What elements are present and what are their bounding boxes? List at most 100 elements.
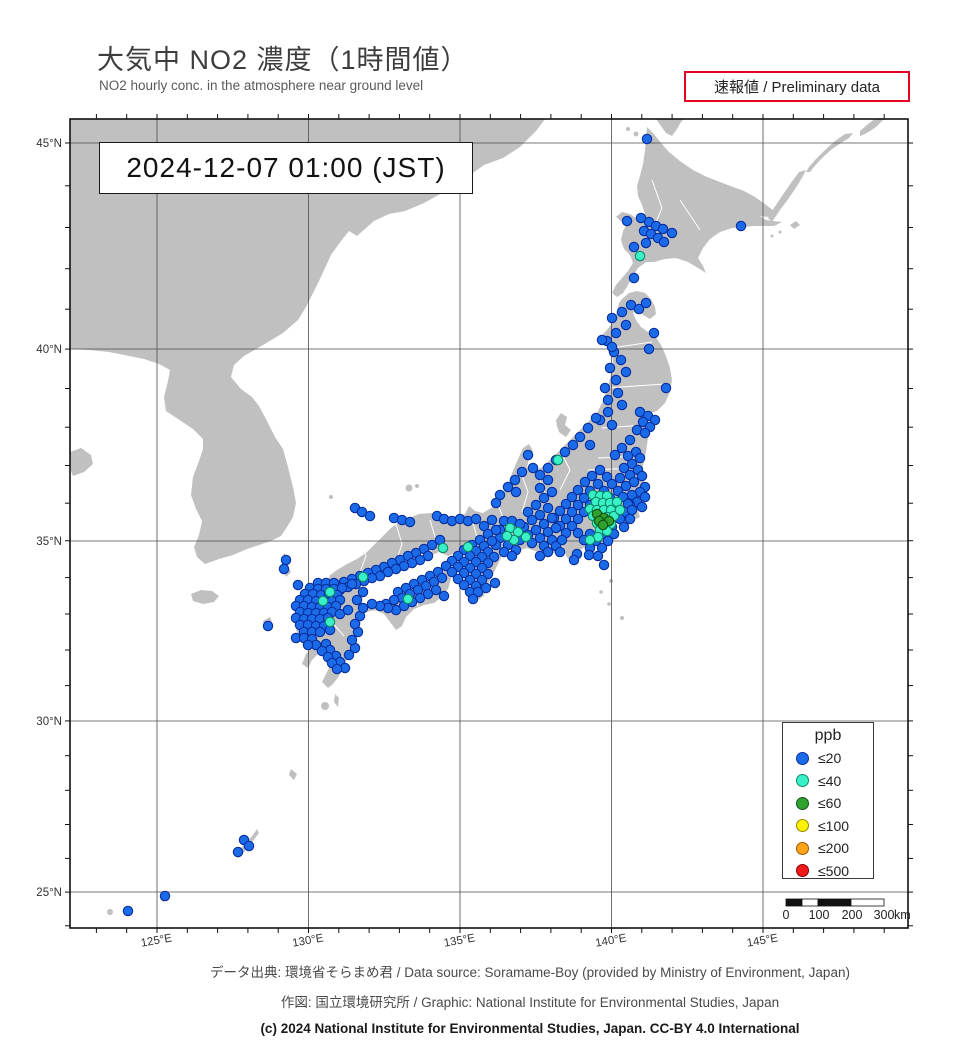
station-dot [601, 471, 613, 483]
station-dot [280, 554, 292, 566]
station-dot [232, 846, 244, 858]
station-dot [643, 343, 655, 355]
station-dot [349, 618, 361, 630]
station-dot [636, 470, 648, 482]
legend-label: ≤500 [818, 862, 850, 879]
station-dot [552, 454, 564, 466]
station-dot [626, 504, 638, 516]
prefecture-border [519, 469, 529, 513]
station-dot [542, 502, 554, 514]
station-dot [634, 250, 646, 262]
map-frame [69, 118, 909, 929]
landmass [790, 221, 800, 229]
station-dot [637, 416, 649, 428]
axis-labels: 45°N 40°N 35°N 30°N 25°N 125°E 130°E 135°E 140°E… [36, 138, 779, 950]
station-dot [317, 595, 329, 607]
station-dot [560, 513, 572, 525]
station-dot [584, 439, 596, 451]
legend-row: ≤200 [783, 837, 873, 860]
station-dot [574, 431, 586, 443]
small-island [415, 484, 419, 488]
station-dot [572, 499, 584, 511]
station-dot [610, 327, 622, 339]
station-dot [606, 312, 618, 324]
station-dot [336, 582, 348, 594]
station-dot [614, 504, 626, 516]
latitude-label: 30°N [36, 716, 62, 728]
station-dot [357, 602, 369, 614]
landmass [556, 413, 571, 437]
prefecture-border [679, 199, 701, 231]
small-island [609, 579, 613, 583]
station-dot [604, 362, 616, 374]
small-island [107, 909, 113, 915]
station-dot [159, 890, 171, 902]
station-dot [462, 541, 474, 553]
station-dot [516, 466, 528, 478]
page-subtitle: NO2 hourly conc. in the atmosphere near … [99, 78, 424, 93]
station-dot [489, 577, 501, 589]
station-dot [596, 334, 608, 346]
small-island [321, 702, 329, 710]
station-dot [554, 546, 566, 558]
station-dot [590, 412, 602, 424]
station-dot [609, 449, 621, 461]
small-island [620, 616, 624, 620]
station-dot [556, 534, 568, 546]
station-dot [586, 470, 598, 482]
station-dot [506, 550, 518, 562]
landmass [70, 448, 93, 476]
legend-row: ≤20 [783, 747, 873, 770]
station-dot [658, 236, 670, 248]
station-dot [486, 514, 498, 526]
station-dot [566, 520, 578, 532]
station-dot [602, 394, 614, 406]
page-title: 大気中 NO2 濃度（1時間値） [97, 45, 469, 75]
station-dot [616, 399, 628, 411]
station-dot [542, 474, 554, 486]
axis-ticks [65, 114, 913, 933]
scalebar-segment [785, 898, 803, 907]
legend-dot-icon [796, 751, 809, 765]
station-dot [243, 840, 255, 852]
station-dot [579, 476, 591, 488]
station-dot [262, 620, 274, 632]
station-dot [636, 501, 648, 513]
station-dot [628, 241, 640, 253]
station-dot [606, 419, 618, 431]
station-dot [640, 297, 652, 309]
legend-label: ≤200 [818, 840, 850, 857]
station-dot [458, 579, 470, 591]
map-border [69, 118, 909, 929]
station-dot [602, 535, 614, 547]
station-dot [621, 215, 633, 227]
legend-row: ≤40 [783, 770, 873, 793]
station-dot [470, 513, 482, 525]
footer-graphic-credit: 作図: 国立環境研究所 / Graphic: National Institut… [280, 995, 780, 1010]
station-dot [364, 510, 376, 522]
station-dot [357, 571, 369, 583]
scalebar-unit: km [894, 908, 911, 922]
legend-label: ≤20 [818, 750, 842, 767]
footer-data-source: データ出典: 環境省そらまめ君 / Data source: Soramame-… [210, 965, 850, 980]
station-dot [648, 327, 660, 339]
station-dot [592, 478, 604, 490]
prefecture-border [611, 341, 653, 349]
station-dot [657, 223, 669, 235]
small-island [599, 590, 603, 594]
station-dot [342, 604, 354, 616]
station-dot [640, 237, 652, 249]
preliminary-data-badge: 速報値 / Preliminary data [684, 71, 910, 102]
station-dot [534, 469, 546, 481]
station-dot [582, 422, 594, 434]
station-dot [480, 582, 492, 594]
legend-label: ≤40 [818, 772, 842, 789]
station-dot [486, 535, 498, 547]
longitude-label: 130°E [291, 932, 324, 949]
station-dot [520, 531, 532, 543]
station-dot [366, 598, 378, 610]
scalebar-tick-label: 0 [783, 908, 790, 922]
landmass [806, 133, 853, 172]
station-dot [502, 481, 514, 493]
small-island [329, 495, 333, 499]
